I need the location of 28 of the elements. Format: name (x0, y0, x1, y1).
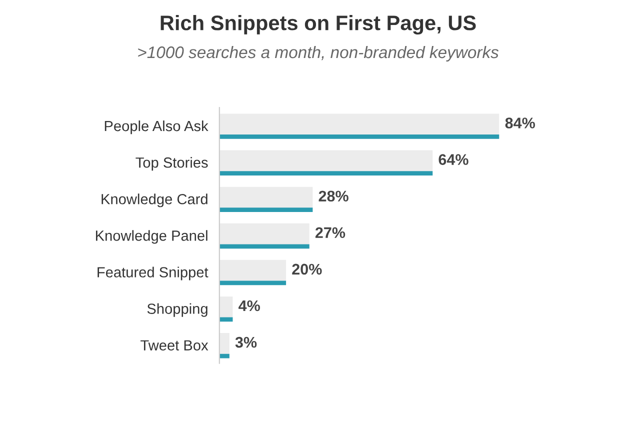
chart-title: Rich Snippets on First Page, US (160, 15, 476, 35)
y-tick-label: Shopping (147, 303, 208, 317)
y-tick-label: Knowledge Card (102, 194, 208, 208)
data-label: 84% (505, 118, 535, 128)
data-label: 4% (238, 300, 260, 312)
bar (219, 208, 313, 212)
bar (219, 333, 230, 354)
data-label: 64% (438, 154, 468, 165)
y-tick-label: Featured Snippet (98, 266, 208, 280)
bar (219, 280, 286, 286)
y-tick-label: Tweet Box (140, 340, 208, 351)
data-label: 28% (318, 190, 348, 202)
chart-subtitle: >1000 searches a month, non-branded keyworks (138, 46, 499, 62)
y-tick-label: Knowledge Panel (96, 230, 208, 244)
bar (219, 150, 433, 172)
bar (219, 244, 310, 249)
data-label: 20% (292, 264, 322, 275)
y-tick-label: Top Stories (136, 157, 208, 171)
data-label: 27% (315, 227, 346, 238)
bar (219, 114, 500, 135)
bar (219, 260, 286, 282)
bar (219, 186, 313, 208)
bar (219, 134, 500, 139)
bar (219, 223, 310, 245)
bar (219, 296, 233, 318)
y-tick-label: People Also Ask (104, 120, 208, 134)
data-label: 3% (235, 336, 257, 348)
bar (219, 171, 433, 176)
